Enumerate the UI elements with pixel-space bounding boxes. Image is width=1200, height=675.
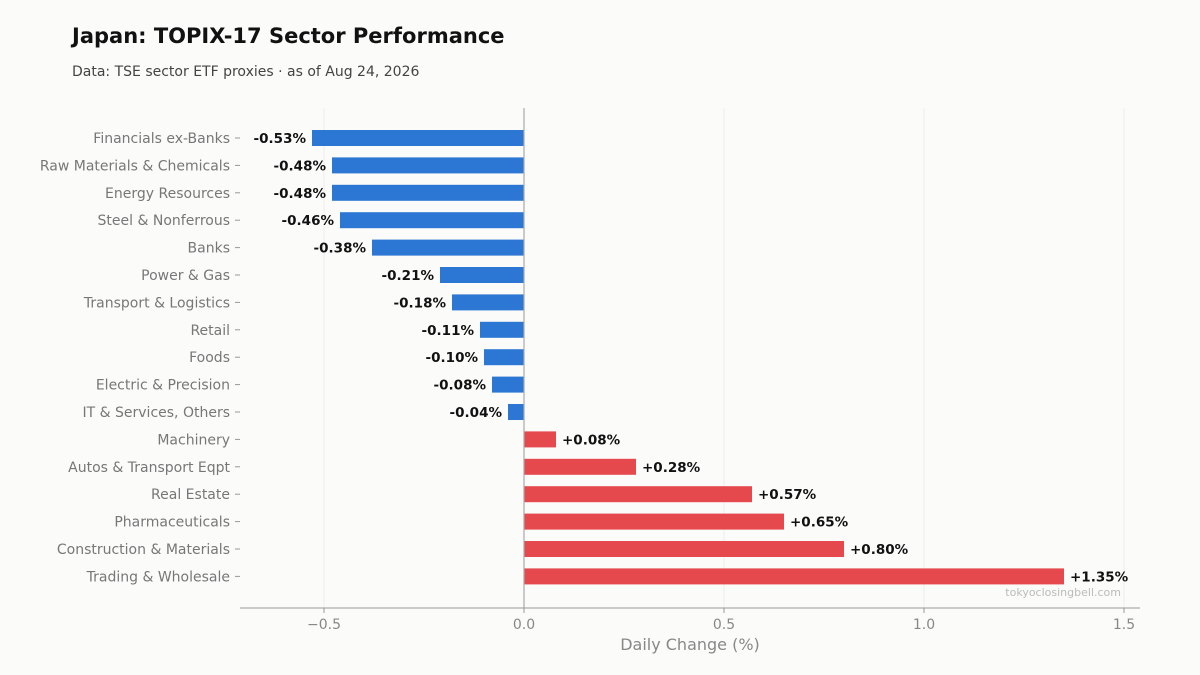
value-label: -0.21% (382, 268, 435, 284)
x-tick-label: 1.5 (1113, 617, 1135, 633)
category-label: Steel & Nonferrous (98, 213, 230, 229)
bar (340, 212, 524, 229)
chart-subtitle: Data: TSE sector ETF proxies · as of Aug… (72, 64, 420, 80)
bar (524, 541, 844, 557)
bar (452, 294, 524, 311)
category-label: Financials ex-Banks (93, 131, 230, 147)
value-label: +0.08% (562, 432, 621, 448)
x-tick-label: 1.0 (913, 617, 935, 633)
value-label: +0.57% (758, 487, 817, 503)
category-label: Pharmaceuticals (114, 515, 230, 531)
value-label: -0.08% (434, 378, 487, 394)
bars: -0.53% -0.48% -0.48% -0.46% -0.38% -0.21% -0.1… (254, 130, 1129, 585)
value-label: +0.28% (642, 460, 701, 476)
bar (332, 157, 524, 174)
watermark-text: tokyoclosingbell.com (1005, 586, 1121, 599)
x-tick-label: 0.0 (513, 617, 535, 633)
value-label: -0.18% (394, 295, 447, 311)
bar (372, 239, 524, 256)
category-label: Power & Gas (141, 268, 230, 284)
bar (524, 458, 636, 475)
value-label: +1.35% (1070, 569, 1129, 585)
bar (524, 486, 752, 503)
category-label: Foods (189, 350, 230, 366)
bar (524, 513, 784, 530)
chart-title: Japan: TOPIX-17 Sector Performance (72, 24, 505, 48)
category-label: Construction & Materials (57, 542, 230, 558)
bar (492, 376, 524, 393)
category-label: Autos & Transport Eqpt (68, 460, 230, 476)
bar (332, 184, 524, 201)
bar (524, 431, 556, 448)
value-label: +0.65% (790, 515, 849, 531)
bar (480, 321, 524, 338)
x-tick-label: 0.5 (713, 617, 735, 633)
category-label: Raw Materials & Chemicals (40, 158, 230, 174)
bar (524, 568, 1064, 585)
bar (312, 130, 524, 146)
category-label: Energy Resources (105, 186, 230, 202)
bar (508, 404, 524, 420)
value-label: -0.48% (274, 186, 327, 202)
bar (484, 349, 524, 366)
value-label: -0.46% (282, 213, 335, 229)
axes: −0.5 0.0 0.5 1.0 1.5 Financials ex-Banks Raw M… (40, 108, 1140, 633)
category-label: IT & Services, Others (83, 405, 230, 421)
x-tick-label: −0.5 (307, 617, 341, 633)
category-label: Electric & Precision (96, 378, 230, 394)
value-label: -0.38% (314, 241, 367, 257)
category-label: Banks (188, 241, 230, 257)
value-label: -0.10% (426, 350, 479, 366)
value-label: -0.53% (254, 131, 307, 147)
category-label: Transport & Logistics (83, 295, 230, 311)
value-label: -0.04% (450, 405, 503, 421)
category-label: Real Estate (151, 487, 230, 503)
bar (440, 267, 524, 283)
value-label: -0.48% (274, 158, 327, 174)
category-label: Retail (190, 323, 230, 339)
value-label: +0.80% (850, 542, 909, 558)
value-label: -0.11% (422, 323, 475, 339)
category-label: Trading & Wholesale (86, 569, 230, 585)
x-axis-title: Daily Change (%) (620, 635, 760, 654)
category-label: Machinery (157, 432, 230, 448)
